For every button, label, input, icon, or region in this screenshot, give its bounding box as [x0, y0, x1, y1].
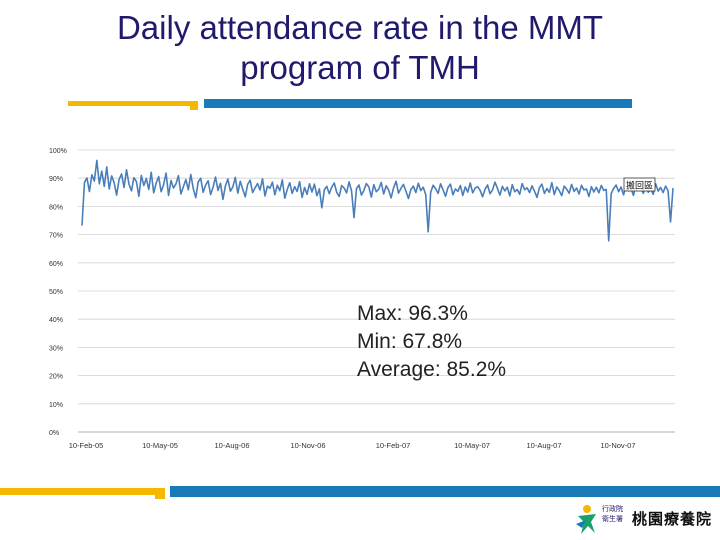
x-tick-label: 10-May-05 — [142, 441, 178, 450]
top-bar-yellow — [68, 101, 198, 106]
stat-min: Min: 67.8% — [357, 330, 463, 353]
top-bar-blue — [204, 99, 632, 108]
annotation-box — [623, 177, 656, 192]
stat-max: Max: 96.3% — [357, 302, 468, 325]
hospital-emblem-icon — [576, 505, 596, 534]
y-tick-label: 90% — [49, 176, 63, 183]
y-tick-label: 80% — [49, 204, 63, 211]
x-tick-label: 10-Feb-07 — [376, 441, 411, 450]
y-tick-label: 50% — [49, 289, 63, 296]
y-tick-label: 40% — [49, 317, 63, 324]
stat-average: Average: 85.2% — [357, 358, 507, 381]
slide-title-line2: program of TMH — [240, 49, 480, 86]
y-tick-label: 70% — [49, 233, 63, 240]
y-tick-label: 60% — [49, 261, 63, 268]
y-tick-label: 30% — [49, 345, 63, 352]
logo-org-line2: 衛生署 — [602, 516, 623, 523]
y-tick-label: 0% — [49, 430, 59, 437]
attendance-chart: 0% 10% 20% 30% 40% 50% 60% 70% 80% 90% 100% 10-Feb… — [49, 148, 675, 450]
x-tick-label: 10-Aug-06 — [214, 441, 249, 450]
x-tick-label: 10-May-07 — [454, 441, 490, 450]
slide-title-line1: Daily attendance rate in the MMT — [116, 9, 604, 46]
logo-org-line1: 行政院 — [602, 506, 623, 513]
annotation-label: 搬回區 — [626, 180, 653, 191]
chart-annotation: 搬回區 — [623, 177, 656, 192]
series-line-attendance — [81, 159, 674, 242]
logo-org-text: 行政院 衛生署 — [602, 505, 623, 525]
chart-grid — [78, 149, 675, 433]
y-tick-label: 100% — [49, 148, 67, 155]
y-axis-ticks: 0% 10% 20% 30% 40% 50% 60% 70% 80% 90% 100% — [49, 148, 67, 437]
logo-hospital-name: 桃園療養院 — [632, 511, 713, 528]
x-axis-ticks: 10-Feb-05 10-May-05 10-Aug-06 10-Nov-06 10-F… — [69, 441, 636, 450]
stats-box: Max: 96.3% Min: 67.8% Average: 85.2% — [357, 300, 506, 384]
x-tick-label: 10-Aug-07 — [526, 441, 561, 450]
bottom-bar-blue — [170, 486, 720, 497]
y-tick-label: 10% — [49, 402, 63, 409]
top-bar-yellow-tick — [190, 106, 198, 110]
x-tick-label: 10-Nov-07 — [600, 441, 635, 450]
y-tick-label: 20% — [49, 374, 63, 381]
bottom-bar-yellow — [0, 488, 165, 495]
x-tick-label: 10-Feb-05 — [69, 441, 104, 450]
x-tick-label: 10-Nov-06 — [290, 441, 325, 450]
hospital-logo: 行政院 衛生署 桃園療養院 — [574, 500, 714, 538]
slide-title: Daily attendance rate in the MMT program… — [0, 8, 720, 88]
bottom-bar-yellow-tick — [155, 495, 165, 499]
